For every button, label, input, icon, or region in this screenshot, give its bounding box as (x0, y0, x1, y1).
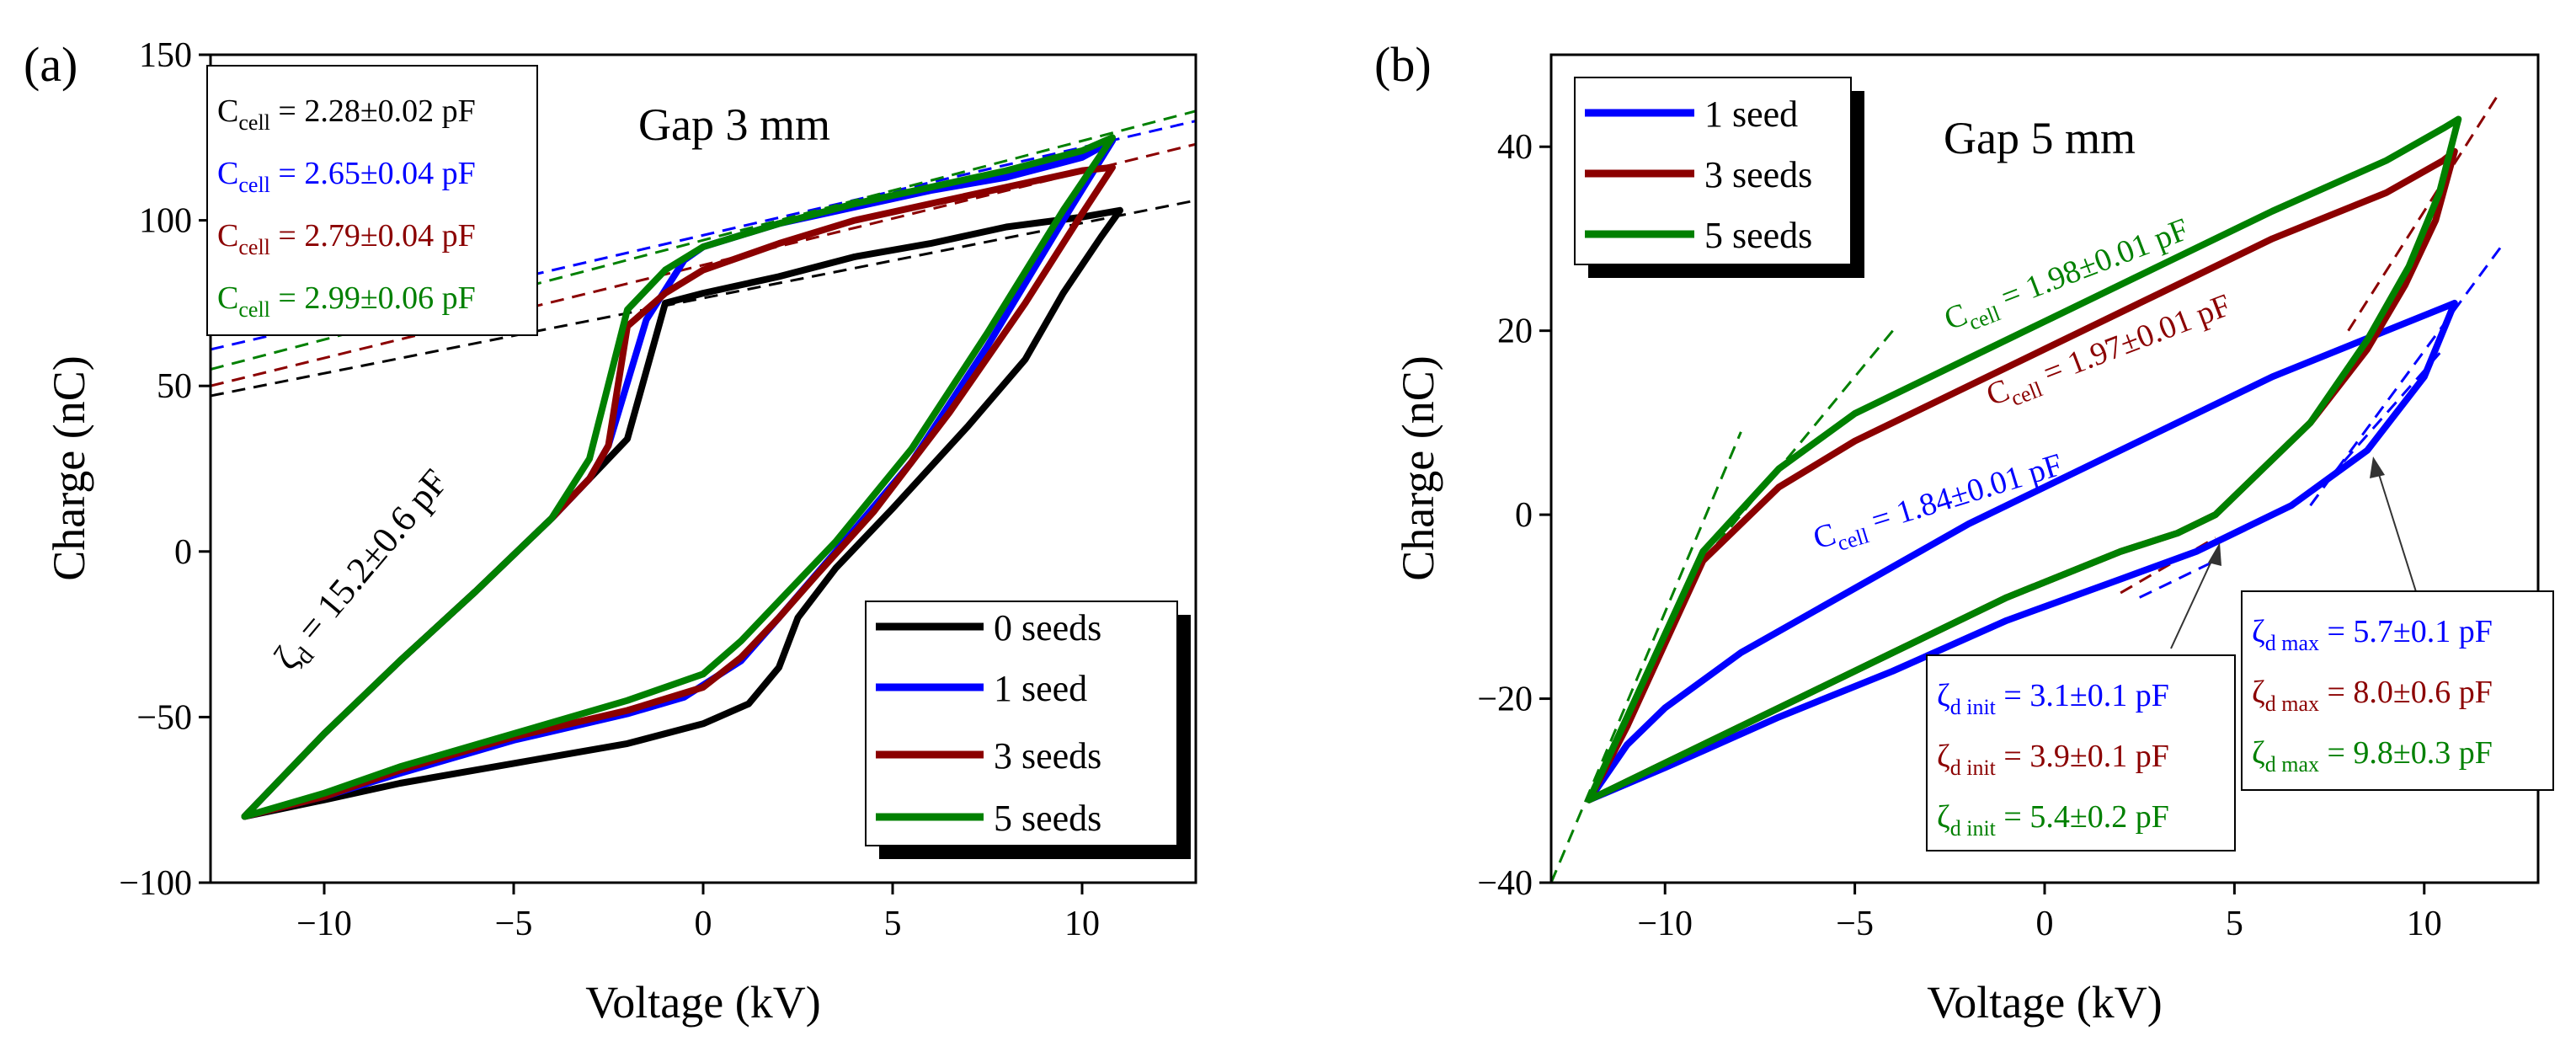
panel-b-x-tick-label-0: −10 (1637, 905, 1693, 943)
panel-b-y-axis-title: Charge (nC) (1393, 355, 1443, 580)
panel-b-y-tick-label-1: −20 (1477, 681, 1533, 719)
panel-b-y-tick-label-2: 0 (1515, 496, 1533, 535)
panel-b-plot-frame (1549, 53, 2540, 884)
panel-a-y-tick-label-5: 150 (139, 36, 192, 75)
panel-b-y-tick-label-3: 20 (1497, 312, 1533, 351)
zeta-max-label-3-seeds: ζd max = 8.0±0.6 pF (2252, 675, 2493, 716)
zeta-max-label-1-seed: ζd max = 5.7±0.1 pF (2252, 614, 2493, 655)
panel-a-ccell-labels: Ccell = 2.28±0.02 pF Ccell = 2.65±0.04 p… (217, 93, 476, 322)
panel-b-label: (b) (1374, 37, 1432, 92)
panel-b-x-tick-label-3: 5 (2226, 905, 2243, 943)
zeta-init-label-5-seeds: ζd init = 5.4±0.2 pF (1937, 799, 2169, 841)
panel-b-fit-line-5 (2309, 247, 2502, 507)
legend-a-label-0: 0 seeds (994, 607, 1101, 649)
panel-a-x-tick-label-0: −10 (296, 905, 352, 943)
panel-a-y-tick-label-4: 100 (139, 202, 192, 241)
panel-b-ticks: −10 −5 0 5 10 −40 −20 0 20 40 (1477, 128, 2441, 943)
zeta-max-label-5-seeds: ζd max = 9.8±0.3 pF (2252, 735, 2493, 777)
zeta-init-label-3-seeds: ζd init = 3.9±0.1 pF (1937, 739, 2169, 780)
panel-a-y-tick-label-2: 0 (174, 533, 192, 572)
panel-a-legend: 0 seeds 1 seed 3 seeds 5 seeds (865, 601, 1191, 859)
panel-a-x-axis-title: Voltage (kV) (585, 977, 820, 1028)
panel-b-fit-line-1 (1702, 329, 1894, 562)
panel-b-legend: 1 seed 3 seeds 5 seeds (1574, 77, 1864, 278)
panel-a-y-tick-label-0: −100 (119, 864, 192, 903)
panel-b-y-tick-label-0: −40 (1477, 864, 1533, 903)
panel-b-x-tick-label-2: 0 (2036, 905, 2054, 943)
panel-a-fit-line-1 (211, 120, 1196, 351)
ccell-label-1-seed: Ccell = 2.65±0.04 pF (217, 156, 476, 197)
panel-a-ccell-box (206, 65, 538, 336)
panel-b-gap-label: Gap 5 mm (1944, 113, 2136, 163)
legend-b-label-0: 1 seed (1704, 93, 1798, 135)
panel-b: (b) −10 −5 0 5 10 −40 −20 0 20 40 Voltage (kV) Ch… (1374, 37, 2554, 1028)
panel-b-slope-label-1-seed: Ccell = 1.84±0.01 pF (1809, 447, 2068, 563)
panel-b-series-5-seeds (1586, 115, 2462, 803)
panel-b-zeta-max-box: ζd max = 5.7±0.1 pF ζd max = 8.0±0.6 pF … (2241, 590, 2554, 791)
panel-b-curves (1551, 90, 2502, 883)
ccell-label-3-seeds: Ccell = 2.79±0.04 pF (217, 218, 476, 259)
panel-a-x-tick-label-4: 10 (1064, 905, 1100, 943)
panel-b-arrows (2170, 456, 2419, 649)
panel-a-fit-line-0 (211, 199, 1196, 398)
panel-a-y-tick-label-3: 50 (157, 367, 192, 406)
zeta-init-label-1-seed: ζd init = 3.1±0.1 pF (1937, 678, 2169, 719)
arrow-max-line (2377, 471, 2419, 601)
legend-a-label-3: 5 seeds (994, 798, 1101, 839)
legend-b-label-1: 3 seeds (1704, 154, 1812, 195)
panel-a-x-tick-label-2: 0 (695, 905, 712, 943)
arrow-init-line (2170, 557, 2214, 649)
panel-a-series-3-seeds (241, 163, 1116, 820)
arrow-init-head (2208, 542, 2221, 566)
panel-a-series-5-seeds (241, 134, 1116, 820)
panel-b-x-tick-label-4: 10 (2407, 905, 2442, 943)
panel-b-series-1-seed (1586, 299, 2458, 803)
panel-a-plot-frame (209, 53, 1197, 884)
legend-a-label-2: 3 seeds (994, 735, 1101, 777)
zeta-max-box-frame (2241, 590, 2554, 791)
panel-b-fit-line-4 (2347, 90, 2502, 332)
arrow-max-head (2370, 456, 2385, 478)
ccell-label-0-seeds: Ccell = 2.28±0.02 pF (217, 93, 476, 135)
panel-a-x-tick-label-1: −5 (495, 905, 533, 943)
panel-a-zeta-label: ζd = 15.2±0.6 pF (265, 462, 461, 681)
panel-a-label: (a) (24, 37, 77, 92)
legend-b-label-2: 5 seeds (1704, 215, 1812, 256)
panel-b-zeta-init-box: ζd init = 3.1±0.1 pF ζd init = 3.9±0.1 p… (1926, 654, 2236, 851)
panel-b-y-tick-label-4: 40 (1497, 128, 1533, 167)
ccell-label-5-seeds: Ccell = 2.99±0.06 pF (217, 280, 476, 322)
panel-b-fit-line-0 (1551, 431, 1742, 883)
panel-a-gap-label: Gap 3 mm (638, 99, 830, 150)
zeta-init-box-frame (1926, 654, 2236, 851)
panel-a-curves (211, 109, 1196, 820)
legend-a-box (865, 601, 1178, 846)
legend-a-label-1: 1 seed (994, 668, 1087, 709)
panel-b-x-tick-label-1: −5 (1836, 905, 1874, 943)
panel-a-y-axis-title: Charge (nC) (44, 355, 94, 580)
panel-a-fit-line-3 (211, 109, 1196, 371)
panel-a-x-tick-label-3: 5 (884, 905, 902, 943)
panel-b-fit-line-2 (2139, 559, 2216, 599)
panel-a-y-tick-label-1: −50 (136, 698, 192, 737)
panel-b-x-axis-title: Voltage (kV) (1927, 977, 2162, 1028)
